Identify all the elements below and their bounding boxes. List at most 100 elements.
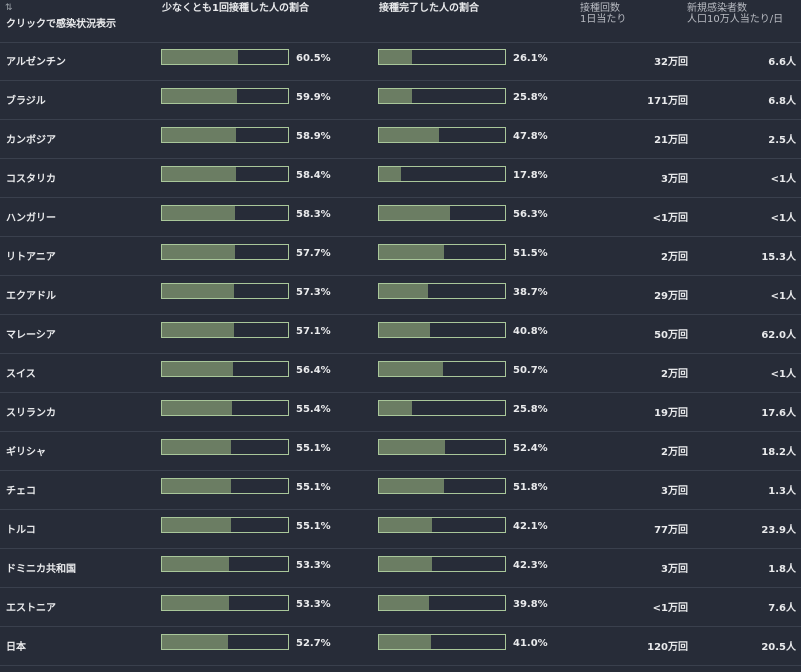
table-row[interactable]: マレーシア 57.1% 40.8% 50万回 62.0人 (0, 315, 801, 354)
one-dose-bar-fill (162, 50, 239, 64)
one-dose-percent: 56.4% (296, 365, 331, 376)
country-name[interactable]: エクアドル (6, 291, 56, 302)
table-row[interactable]: リトアニア 57.7% 51.5% 2万回 15.3人 (0, 237, 801, 276)
one-dose-bar (161, 283, 289, 299)
fully-vaccinated-percent: 38.7% (513, 287, 548, 298)
one-dose-bar (161, 166, 289, 182)
daily-doses-value: <1万回 (652, 603, 688, 614)
fully-vaccinated-bar-fill (379, 518, 433, 532)
fully-vaccinated-bar (378, 244, 506, 260)
country-name[interactable]: ブラジル (6, 96, 46, 107)
daily-doses-value: 50万回 (654, 330, 688, 341)
one-dose-bar-fill (162, 206, 236, 220)
fully-vaccinated-bar (378, 478, 506, 494)
new-cases-header-line2: 人口10万人当たり/日 (687, 14, 784, 25)
country-column-hint: クリックで感染状況表示 (6, 19, 116, 30)
one-dose-bar-fill (162, 518, 232, 532)
fully-vaccinated-percent: 41.0% (513, 638, 548, 649)
one-dose-bar (161, 634, 289, 650)
one-dose-bar-fill (162, 128, 237, 142)
table-row[interactable]: ギリシャ 55.1% 52.4% 2万回 18.2人 (0, 432, 801, 471)
one-dose-bar-fill (162, 557, 230, 571)
new-cases-value: <1人 (770, 291, 796, 302)
daily-doses-header-line1: 接種回数 (580, 3, 620, 14)
table-row[interactable]: アルゼンチン 60.5% 26.1% 32万回 6.6人 (0, 42, 801, 81)
one-dose-percent: 55.4% (296, 404, 331, 415)
table-row[interactable]: 日本 52.7% 41.0% 120万回 20.5人 (0, 627, 801, 666)
country-name[interactable]: スイス (6, 369, 36, 380)
table-row[interactable]: スリランカ 55.4% 25.8% 19万回 17.6人 (0, 393, 801, 432)
one-dose-bar (161, 361, 289, 377)
table-row[interactable]: エストニア 53.3% 39.8% <1万回 7.6人 (0, 588, 801, 627)
new-cases-value: 6.6人 (768, 57, 796, 68)
sort-icon[interactable]: ⇅ (5, 3, 13, 13)
country-name[interactable]: マレーシア (6, 330, 56, 341)
country-name[interactable]: トルコ (6, 525, 36, 536)
country-name[interactable]: アルゼンチン (6, 57, 66, 68)
table-row[interactable]: ハンガリー 58.3% 56.3% <1万回 <1人 (0, 198, 801, 237)
country-name[interactable]: チェコ (6, 486, 36, 497)
country-name[interactable]: ギリシャ (6, 447, 46, 458)
new-cases-value: 1.3人 (768, 486, 796, 497)
one-dose-percent: 58.4% (296, 170, 331, 181)
one-dose-bar (161, 244, 289, 260)
country-name[interactable]: エストニア (6, 603, 56, 614)
daily-doses-column-header[interactable]: 接種回数 1日当たり (580, 3, 626, 25)
fully-vaccinated-percent: 26.1% (513, 53, 548, 64)
table-row[interactable]: ブラジル 59.9% 25.8% 171万回 6.8人 (0, 81, 801, 120)
table-row[interactable]: ドミニカ共和国 53.3% 42.3% 3万回 1.8人 (0, 549, 801, 588)
table-row[interactable]: トルコ 55.1% 42.1% 77万回 23.9人 (0, 510, 801, 549)
new-cases-value: 62.0人 (761, 330, 796, 341)
country-name[interactable]: ハンガリー (6, 213, 56, 224)
country-name[interactable]: ドミニカ共和国 (6, 564, 76, 575)
one-dose-percent: 55.1% (296, 482, 331, 493)
new-cases-value: <1人 (770, 213, 796, 224)
country-name[interactable]: コスタリカ (6, 174, 56, 185)
fully-vaccinated-bar (378, 166, 506, 182)
one-dose-bar-fill (162, 167, 236, 181)
country-name[interactable]: カンボジア (6, 135, 56, 146)
one-dose-percent: 55.1% (296, 443, 331, 454)
one-dose-column-header[interactable]: 少なくとも1回接種した人の割合 (162, 3, 309, 14)
country-name[interactable]: リトアニア (6, 252, 56, 263)
table-row[interactable]: エクアドル 57.3% 38.7% 29万回 <1人 (0, 276, 801, 315)
country-name[interactable]: スリランカ (6, 408, 56, 419)
fully-vaccinated-percent: 51.5% (513, 248, 548, 259)
fully-vaccinated-percent: 40.8% (513, 326, 548, 337)
fully-vaccinated-bar-fill (379, 596, 430, 610)
fully-vaccinated-bar (378, 322, 506, 338)
one-dose-bar-fill (162, 245, 235, 259)
one-dose-percent: 58.3% (296, 209, 331, 220)
daily-doses-value: 32万回 (654, 57, 688, 68)
table-row[interactable]: カンボジア 58.9% 47.8% 21万回 2.5人 (0, 120, 801, 159)
new-cases-column-header[interactable]: 新規感染者数 人口10万人当たり/日 (687, 3, 783, 25)
new-cases-value: 6.8人 (768, 96, 796, 107)
country-table: アルゼンチン 60.5% 26.1% 32万回 6.6人 ブラジル 59.9% 25.8% 17… (0, 42, 801, 666)
one-dose-bar (161, 478, 289, 494)
fully-vaccinated-bar (378, 400, 506, 416)
daily-doses-value: 21万回 (654, 135, 688, 146)
fully-vaccinated-percent: 42.1% (513, 521, 548, 532)
fully-vaccinated-percent: 51.8% (513, 482, 548, 493)
one-dose-percent: 53.3% (296, 599, 331, 610)
table-row[interactable]: スイス 56.4% 50.7% 2万回 <1人 (0, 354, 801, 393)
country-name[interactable]: 日本 (6, 642, 26, 653)
fully-vaccinated-bar-fill (379, 50, 412, 64)
one-dose-bar (161, 49, 289, 65)
fully-vaccinated-bar (378, 361, 506, 377)
fully-vaccinated-percent: 39.8% (513, 599, 548, 610)
one-dose-bar (161, 127, 289, 143)
fully-vaccinated-column-header[interactable]: 接種完了した人の割合 (379, 3, 479, 14)
fully-vaccinated-percent: 17.8% (513, 170, 548, 181)
fully-vaccinated-percent: 47.8% (513, 131, 548, 142)
table-row[interactable]: チェコ 55.1% 51.8% 3万回 1.3人 (0, 471, 801, 510)
one-dose-bar (161, 517, 289, 533)
one-dose-bar-fill (162, 323, 234, 337)
one-dose-percent: 59.9% (296, 92, 331, 103)
table-row[interactable]: コスタリカ 58.4% 17.8% 3万回 <1人 (0, 159, 801, 198)
fully-vaccinated-bar-fill (379, 635, 431, 649)
fully-vaccinated-bar-fill (379, 323, 431, 337)
fully-vaccinated-bar (378, 88, 506, 104)
one-dose-bar (161, 556, 289, 572)
daily-doses-value: 2万回 (661, 252, 688, 263)
